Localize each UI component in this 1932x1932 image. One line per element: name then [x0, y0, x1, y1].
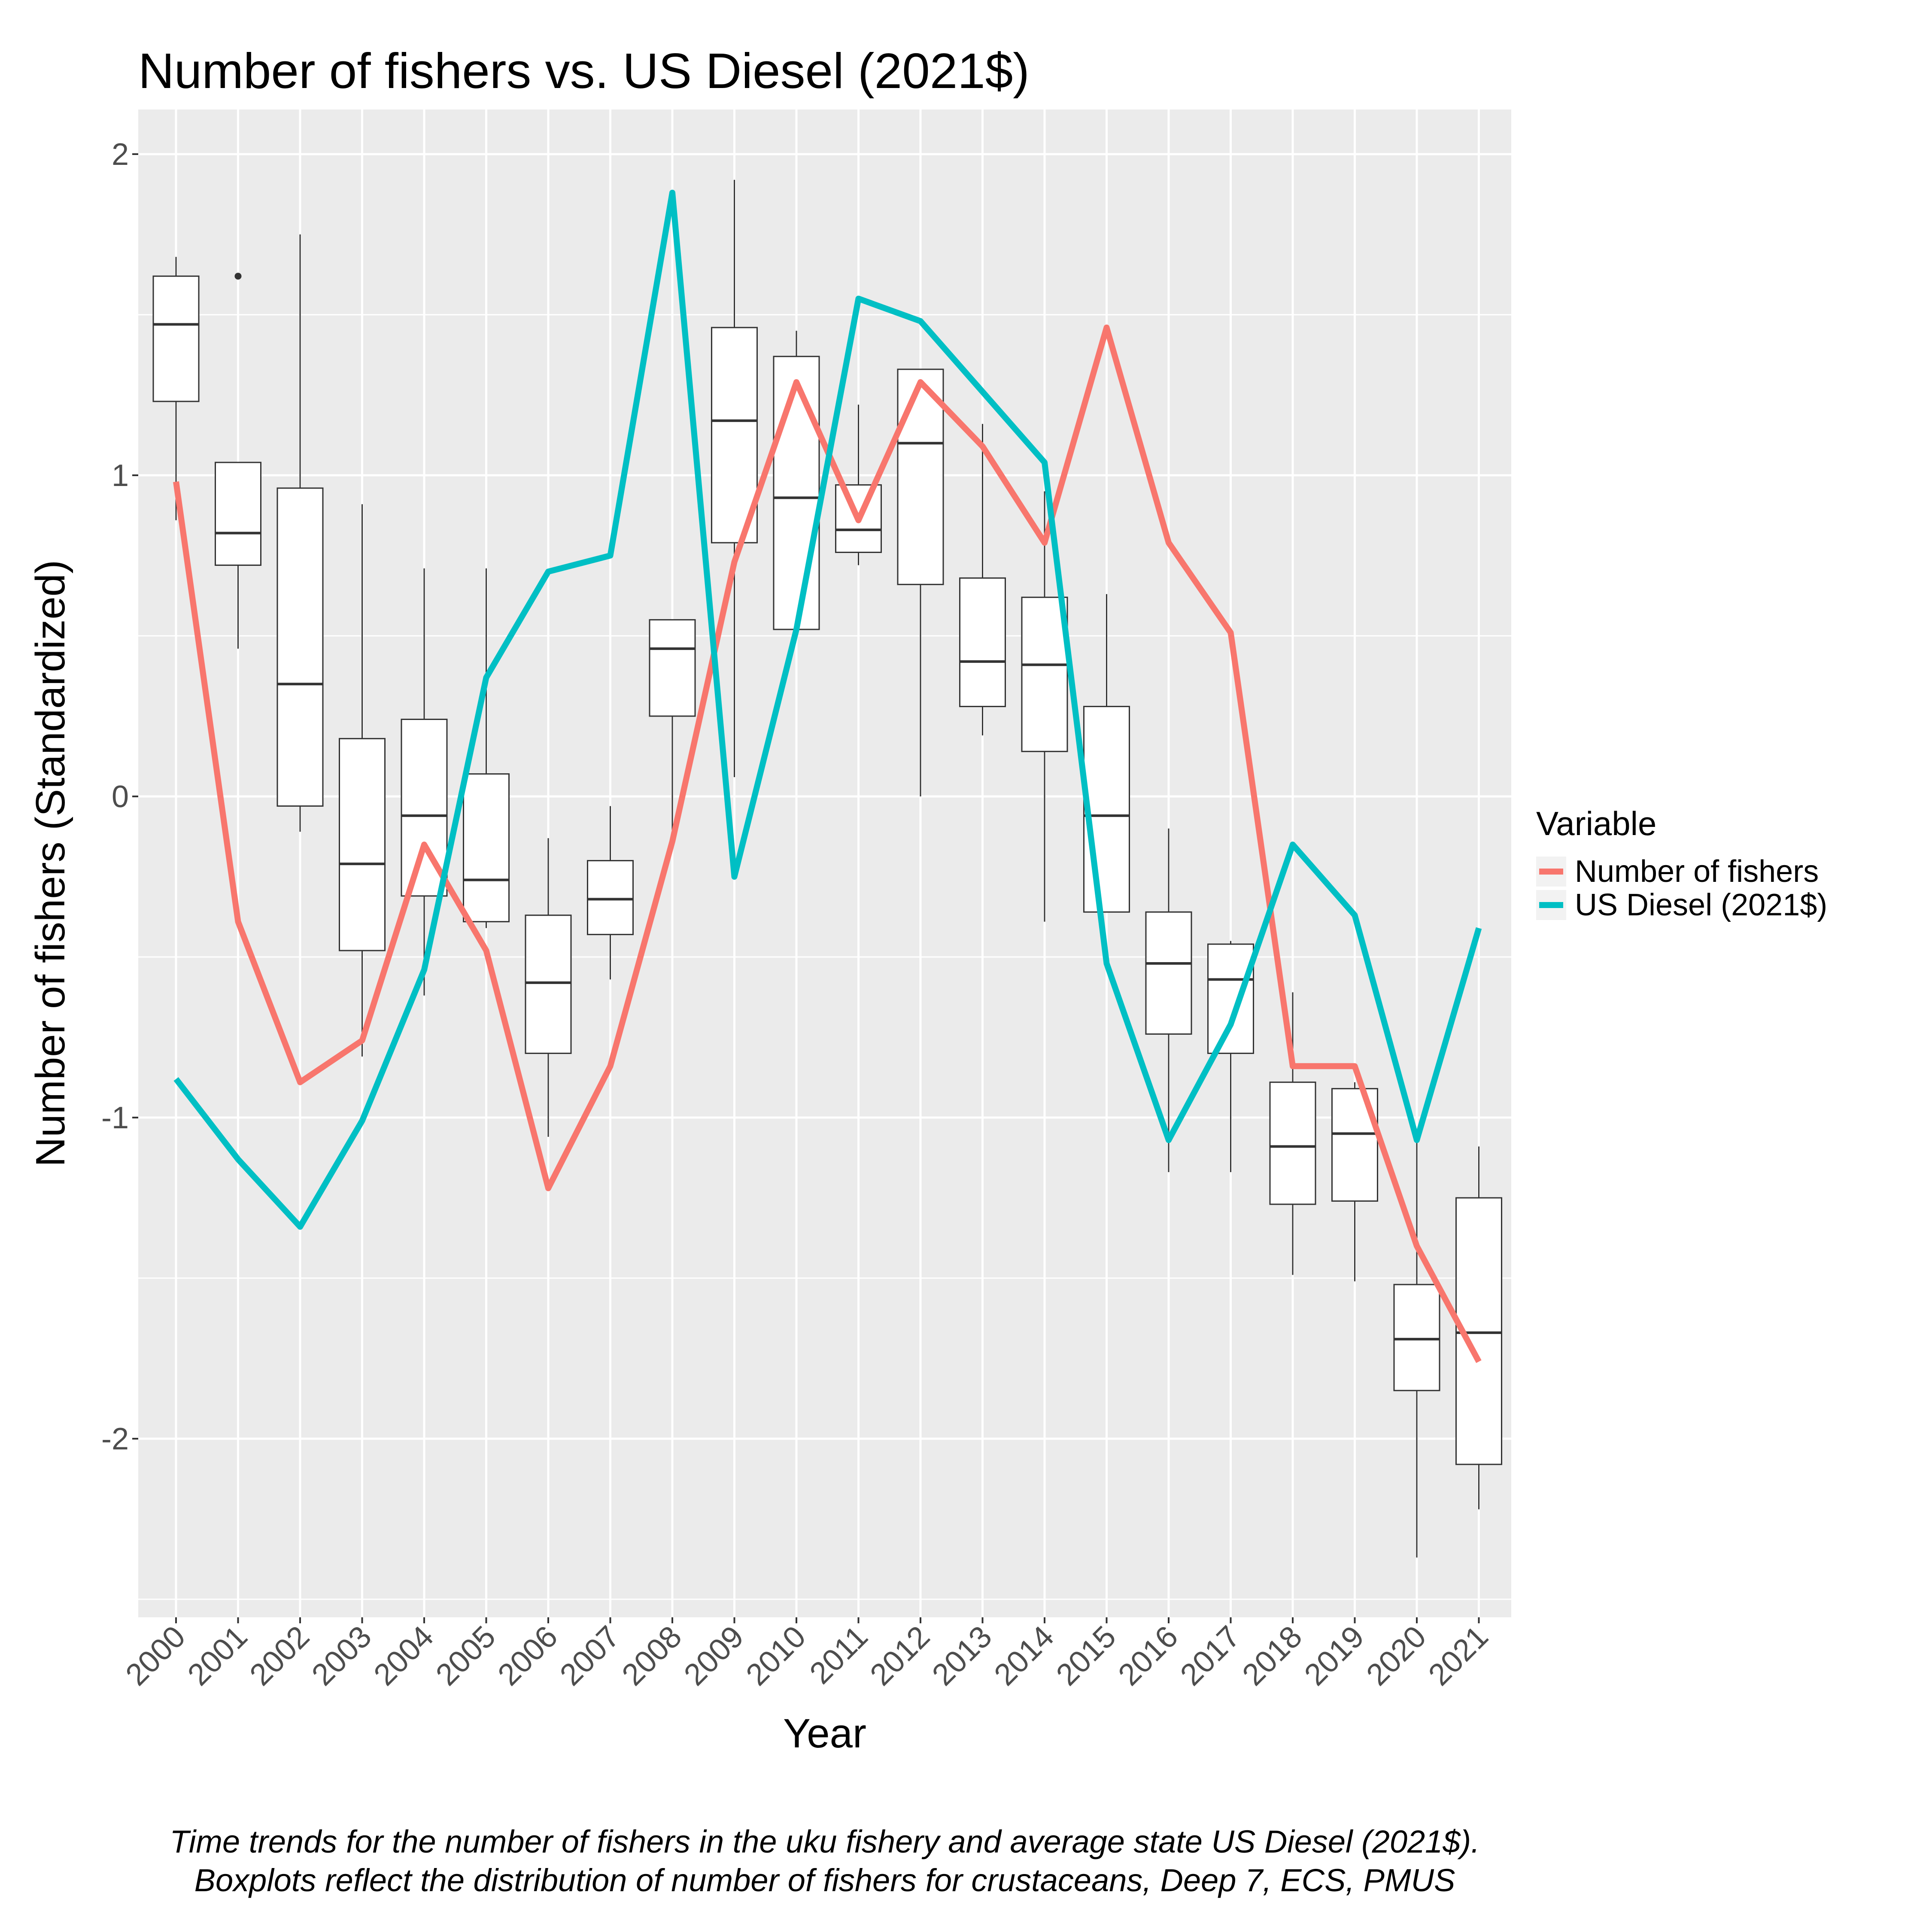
x-axis: 2000200120022003200420052006200720082009… — [119, 1617, 1495, 1692]
legend-title: Variable — [1536, 805, 1656, 842]
x-tick-label: 2012 — [863, 1619, 936, 1692]
boxplot-2007 — [587, 806, 634, 980]
boxplot-2003 — [339, 504, 386, 1057]
caption-line-2: Boxplots reflect the distribution of num… — [194, 1862, 1455, 1898]
box-iqr — [835, 484, 882, 553]
legend-label: Number of fishers — [1575, 854, 1819, 889]
x-tick-label: 2001 — [181, 1619, 254, 1692]
y-axis: -2 -1 0 1 2 — [101, 137, 138, 1456]
outlier-point — [234, 273, 242, 280]
x-tick-label: 2010 — [739, 1619, 812, 1692]
box-iqr — [339, 738, 386, 951]
x-tick-label: 2008 — [615, 1619, 688, 1692]
box-iqr — [1207, 943, 1254, 1054]
boxplot-2020 — [1393, 1136, 1440, 1558]
boxplot-2005 — [463, 568, 510, 928]
boxplot-2009 — [711, 179, 758, 778]
boxplots — [152, 179, 1502, 1558]
box-iqr — [525, 914, 572, 1054]
box-iqr — [1145, 911, 1192, 1035]
x-tick-label: 2000 — [119, 1619, 192, 1692]
box-iqr — [276, 487, 324, 807]
box-iqr — [587, 860, 634, 936]
boxplot-2013 — [959, 424, 1006, 735]
x-tick-label: 2009 — [677, 1619, 750, 1692]
y-tick-label: 2 — [112, 137, 129, 172]
x-tick-label: 2017 — [1174, 1619, 1247, 1692]
boxplot-2011 — [835, 404, 882, 565]
legend-item: US Diesel (2021$) — [1536, 888, 1827, 922]
boxplot-2018 — [1269, 992, 1316, 1275]
boxplot-2015 — [1083, 594, 1130, 913]
box-iqr — [711, 327, 758, 544]
box-iqr — [897, 368, 944, 585]
x-tick-label: 2014 — [987, 1619, 1060, 1692]
x-tick-label: 2006 — [491, 1619, 564, 1692]
x-tick-label: 2016 — [1112, 1619, 1185, 1692]
x-tick-label: 2018 — [1236, 1619, 1309, 1692]
box-iqr — [463, 773, 510, 923]
caption-line-1: Time trends for the number of fishers in… — [170, 1824, 1479, 1859]
boxplot-2016 — [1145, 828, 1192, 1173]
boxplot-2002 — [276, 234, 324, 832]
box-iqr — [1269, 1081, 1316, 1205]
box-iqr — [215, 462, 261, 566]
x-tick-label: 2021 — [1422, 1619, 1495, 1692]
series-line-us-diesel-2021 — [173, 189, 1482, 1230]
boxplot-2010 — [773, 331, 820, 630]
x-tick-label: 2015 — [1050, 1619, 1123, 1692]
x-tick-label: 2004 — [367, 1619, 440, 1692]
x-tick-label: 2002 — [243, 1619, 316, 1692]
x-tick-label: 2007 — [553, 1619, 626, 1692]
box-iqr — [1393, 1284, 1440, 1391]
x-tick-label: 2011 — [803, 1619, 875, 1691]
box-iqr — [649, 619, 696, 717]
boxplot-2008 — [649, 619, 696, 838]
boxplot-2017 — [1207, 941, 1254, 1173]
series-lines — [173, 189, 1482, 1363]
boxplot-2001 — [215, 273, 261, 649]
y-tick-label: -1 — [101, 1101, 129, 1135]
x-axis-title: Year — [783, 1710, 866, 1756]
boxplot-2006 — [525, 838, 572, 1137]
boxplot-2014 — [1021, 491, 1068, 922]
legend-item: Number of fishers — [1536, 854, 1819, 889]
box-iqr — [773, 355, 820, 630]
caption: Time trends for the number of fishers in… — [170, 1824, 1479, 1898]
box-iqr — [959, 577, 1006, 708]
chart-title: Number of fishers vs. US Diesel (2021$) — [138, 43, 1030, 99]
legend-label: US Diesel (2021$) — [1575, 888, 1827, 922]
box-iqr — [1083, 706, 1130, 913]
x-tick-label: 2013 — [926, 1619, 999, 1692]
x-tick-label: 2005 — [429, 1619, 502, 1692]
boxplot-2000 — [152, 257, 200, 520]
x-tick-label: 2020 — [1360, 1619, 1433, 1692]
box-iqr — [152, 275, 200, 402]
y-axis-title: Number of fishers (Standardized) — [27, 560, 73, 1167]
y-tick-label: 1 — [112, 459, 129, 493]
x-tick-label: 2003 — [305, 1619, 378, 1692]
y-tick-label: -2 — [101, 1422, 129, 1456]
x-tick-label: 2019 — [1298, 1619, 1371, 1692]
box-iqr — [1021, 596, 1068, 752]
boxplot-2012 — [897, 368, 944, 796]
y-tick-label: 0 — [112, 780, 129, 814]
